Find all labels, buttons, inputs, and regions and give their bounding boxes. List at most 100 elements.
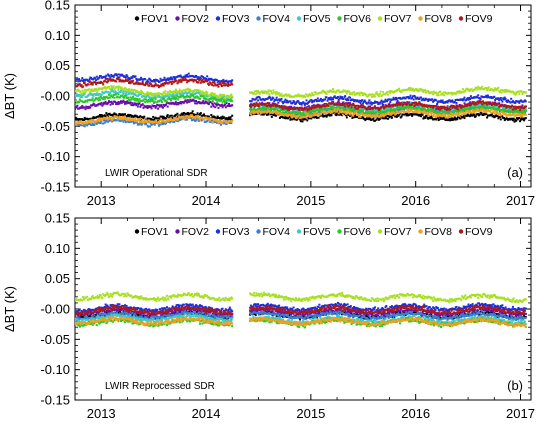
x-tick-label: 2014 xyxy=(192,193,221,208)
data-point xyxy=(320,113,322,115)
data-point xyxy=(332,88,334,90)
data-point xyxy=(435,100,437,102)
data-point xyxy=(208,84,210,86)
data-point xyxy=(464,90,466,92)
data-point xyxy=(212,100,214,102)
data-point xyxy=(223,94,225,96)
data-point xyxy=(426,115,428,117)
data-point xyxy=(347,99,349,101)
data-point xyxy=(231,104,233,106)
legend-marker-fov8 xyxy=(418,16,422,20)
data-point xyxy=(341,96,343,98)
legend-marker-fov3 xyxy=(216,16,220,20)
data-point xyxy=(166,101,168,103)
data-point xyxy=(90,122,92,124)
data-point xyxy=(161,101,163,103)
data-point xyxy=(360,116,362,118)
data-point xyxy=(351,94,353,96)
data-point xyxy=(92,84,94,86)
data-point xyxy=(218,107,220,109)
data-point xyxy=(336,110,338,112)
data-point xyxy=(431,112,433,114)
data-point xyxy=(480,98,482,100)
data-point xyxy=(428,115,430,117)
data-point xyxy=(379,118,381,120)
data-point xyxy=(188,73,190,75)
data-point xyxy=(501,101,503,103)
data-point xyxy=(117,96,119,98)
data-point xyxy=(327,105,329,107)
data-point xyxy=(115,93,117,95)
data-point xyxy=(165,104,167,106)
data-point xyxy=(199,98,201,100)
data-point xyxy=(263,106,265,108)
data-point xyxy=(351,112,353,114)
data-point xyxy=(118,93,120,95)
data-point xyxy=(443,94,445,96)
data-point xyxy=(93,124,95,126)
data-point xyxy=(464,97,466,99)
data-point xyxy=(391,117,393,119)
legend-marker-fov7 xyxy=(378,16,382,20)
legend-marker-fov4 xyxy=(256,16,260,20)
data-point xyxy=(459,115,461,117)
data-point xyxy=(500,118,502,120)
data-point xyxy=(250,114,252,116)
data-point xyxy=(525,92,527,94)
data-point xyxy=(308,109,310,111)
data-point xyxy=(231,115,233,117)
data-point xyxy=(389,92,391,94)
y-tick-label: 0.05 xyxy=(45,58,70,73)
data-point xyxy=(154,124,156,126)
data-point xyxy=(401,116,403,118)
data-point xyxy=(298,114,300,116)
data-point xyxy=(438,94,440,96)
data-point xyxy=(254,105,256,107)
data-point xyxy=(380,91,382,93)
data-point xyxy=(229,96,231,98)
data-point xyxy=(389,101,391,103)
data-point xyxy=(179,89,181,91)
legend-marker-fov6 xyxy=(337,16,341,20)
data-point xyxy=(206,75,208,77)
data-point xyxy=(301,104,303,106)
legend-label-fov9: FOV9 xyxy=(465,13,493,25)
data-point xyxy=(189,116,191,118)
data-point xyxy=(272,89,274,91)
data-point xyxy=(205,78,207,80)
x-tick-label: 2016 xyxy=(401,193,430,208)
data-point xyxy=(413,102,415,104)
data-point xyxy=(497,111,499,113)
panel-tag: (a) xyxy=(507,165,523,180)
data-point xyxy=(318,117,320,119)
data-point xyxy=(395,113,397,115)
data-point xyxy=(92,97,94,99)
data-point xyxy=(497,89,499,91)
data-point xyxy=(214,106,216,108)
data-point xyxy=(368,99,370,101)
data-point xyxy=(212,121,214,123)
data-point xyxy=(368,106,370,108)
data-point xyxy=(132,80,134,82)
data-point xyxy=(115,80,117,82)
data-point xyxy=(326,93,328,95)
data-point xyxy=(202,100,204,102)
data-point xyxy=(210,114,212,116)
data-point xyxy=(144,78,146,80)
y-tick-label: -0.05 xyxy=(40,119,70,134)
data-point xyxy=(525,100,527,102)
data-point xyxy=(525,117,527,119)
data-point xyxy=(488,86,490,88)
data-point xyxy=(455,102,457,104)
data-point xyxy=(281,93,283,95)
y-tick-label: -0.10 xyxy=(40,149,70,164)
data-point xyxy=(81,77,83,79)
legend-label-fov8: FOV8 xyxy=(425,13,453,25)
data-point xyxy=(135,117,137,119)
data-point xyxy=(435,105,437,107)
data-point xyxy=(114,97,116,99)
data-point xyxy=(139,118,141,120)
data-point xyxy=(164,90,166,92)
data-point xyxy=(231,84,233,86)
